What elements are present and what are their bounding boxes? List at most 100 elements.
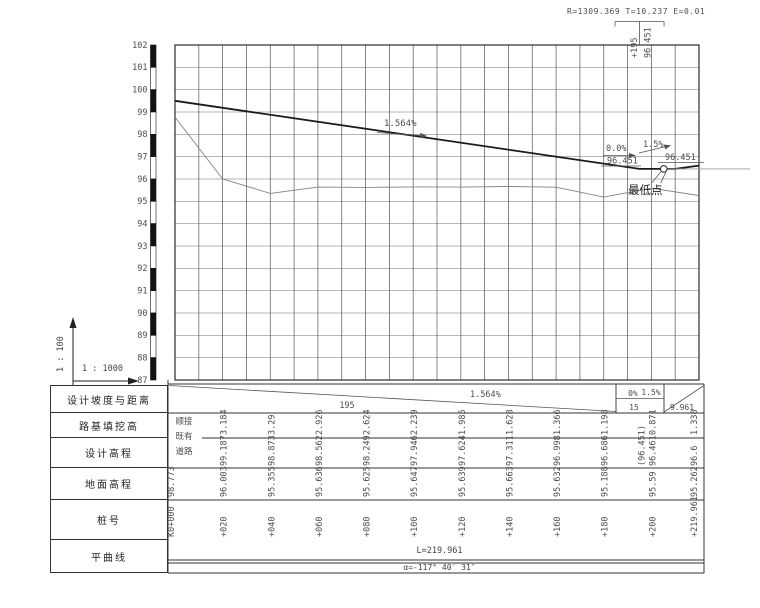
row-header-ground-elevation: 地面高程 <box>50 467 168 500</box>
elevation-scale-bar-segment <box>150 201 157 224</box>
slope-seg3-length: 9.961 <box>670 403 694 412</box>
elevation-scale-bar-segment <box>150 134 157 157</box>
hcurve-azimuth-label: α=-117° 40′ 31″ <box>403 562 476 572</box>
station-value: +160 <box>553 517 563 537</box>
grade-label-main: 1.564% <box>384 119 417 129</box>
fill-height-value: 3.184 <box>220 409 230 435</box>
slope-seg3-grade: 1.5% <box>641 388 660 397</box>
elevation-scale-bar-segment <box>150 245 157 269</box>
station-value: +020 <box>220 517 230 537</box>
elevation-tick-label: 95 <box>137 197 147 207</box>
station-value: +140 <box>505 517 515 537</box>
low-point-marker <box>659 165 668 173</box>
elevation-scale-bar-segment <box>150 89 157 113</box>
row-header-station: 桩号 <box>50 499 168 540</box>
station-origin-value: K0+000 <box>167 506 177 537</box>
connect-note-line2: 既有 <box>175 431 193 441</box>
station-value: +180 <box>601 517 611 537</box>
vertical-curve-note: R=1309.369 T=10.237 E=0.01 <box>567 7 706 16</box>
low-point-label: 最低点 <box>628 184 663 197</box>
fill-height-value: 1.985 <box>458 409 468 435</box>
ground-elevation-value: 96.003 <box>220 466 230 497</box>
elevation-scale-bar-segment <box>150 178 157 202</box>
design-elevation-value: 98.873 <box>267 435 277 466</box>
ground-elevation-value: 95.663 <box>505 466 515 497</box>
ground-elevation-value: 95.188 <box>601 466 611 497</box>
design-elevation-value: 96.6 <box>690 446 700 466</box>
elevation-tick-label: 93 <box>137 242 147 252</box>
slope-diagonal-up <box>663 385 705 413</box>
fill-height-value: 1.366 <box>553 409 563 435</box>
elevation-tick-label: 88 <box>137 353 147 363</box>
elevation-scale-bar-segment <box>150 357 157 381</box>
elevation-scale-bar-segment <box>150 223 157 247</box>
row-header-design-grade: 设计坡度与距离 <box>50 385 168 413</box>
station-value: +219.961 <box>690 496 700 537</box>
connect-note-line1: 顺接 <box>175 416 193 426</box>
elevation-tick-label: 100 <box>132 85 147 95</box>
fill-height-value: 1.338 <box>690 409 700 435</box>
elevation-tick-label: 90 <box>137 309 147 319</box>
ground-elevation-value: 95.647 <box>410 466 420 497</box>
fill-height-value: 1.198 <box>601 409 611 435</box>
elevation-tick-label: 99 <box>137 108 147 118</box>
station-value: +120 <box>458 517 468 537</box>
slope-seg2-grade: 0% <box>628 389 638 398</box>
elevation-tick-label: 96 <box>137 175 147 185</box>
design-elevation-value: 98.562 <box>315 435 325 466</box>
ground-elevation-value: 95.262 <box>690 466 700 497</box>
up-grade-label: 1.5% <box>643 140 663 150</box>
connect-note-line3: 道路 <box>175 446 193 456</box>
elevation-tick-label: 87 <box>137 376 147 386</box>
ground-elevation-value: 95.625 <box>363 466 373 497</box>
slope-diagonal-main <box>168 385 617 412</box>
design-elevation-paren-value: (96.451) <box>637 425 647 466</box>
horizontal-scale-arrow-head <box>128 377 139 385</box>
elevation-scale-bar-segment <box>150 156 157 180</box>
elevation-scale-bar-segment <box>150 268 157 291</box>
event-station-label: +195 <box>630 38 640 58</box>
design-elevation-value: 97.624 <box>458 435 468 466</box>
elevation-tick-label: 92 <box>137 264 147 274</box>
chart-border <box>174 44 700 381</box>
horizontal-scale-label: 1 : 1000 <box>82 364 123 374</box>
elevation-scale-bar-segment <box>150 312 157 336</box>
design-elevation-value: 97.946 <box>410 435 420 466</box>
flat-grade-label: 0.0% <box>606 144 626 154</box>
vertical-scale-arrow-head <box>69 317 77 328</box>
station-value: +060 <box>315 517 325 537</box>
elevation-scale-bar-segment <box>150 290 157 314</box>
design-elevation-value: 97.311 <box>505 435 515 466</box>
elevation-scale-bar-segment <box>150 67 157 90</box>
design-elevation-value: 96.998 <box>553 435 563 466</box>
design-elevation-value: 98.249 <box>363 435 373 466</box>
design-elevation-value: 99.187 <box>220 435 230 466</box>
elevation-scale-bar-segment <box>150 111 157 135</box>
grade-arrow-main <box>376 132 425 137</box>
ground-elevation-value: 95.632 <box>553 466 563 497</box>
fill-height-value: 3.29 <box>267 415 277 435</box>
up-grade-arrow-head <box>663 144 671 150</box>
row-header-design-elevation: 设计高程 <box>50 437 168 468</box>
up-grade-elevation: 96.451 <box>665 153 696 163</box>
fill-height-value: 2.239 <box>410 409 420 435</box>
ground-elevation-value: 95.355 <box>267 466 277 497</box>
elevation-tick-label: 94 <box>137 219 147 229</box>
elevation-tick-label: 98 <box>137 130 147 140</box>
elevation-scale-bar-segment <box>150 335 157 358</box>
row-header-fill-height: 路基填挖高 <box>50 412 168 438</box>
event-elevation-label: 96.451 <box>643 27 653 58</box>
fill-height-value: 0.871 <box>648 409 658 435</box>
slope-grade-label: 1.564% <box>470 390 501 400</box>
flat-grade-elevation: 96.451 <box>607 157 638 167</box>
elevation-scale-bar-segment <box>150 44 157 68</box>
design-elevation-value: 96.461 <box>648 435 658 466</box>
fill-height-value: 1.628 <box>505 409 515 435</box>
up-grade-arrow <box>638 145 669 154</box>
fill-height-value: 2.624 <box>363 409 373 435</box>
elevation-tick-label: 102 <box>132 41 147 51</box>
design-elevation-value: 96.686 <box>601 435 611 466</box>
low-point-leader <box>660 172 667 184</box>
